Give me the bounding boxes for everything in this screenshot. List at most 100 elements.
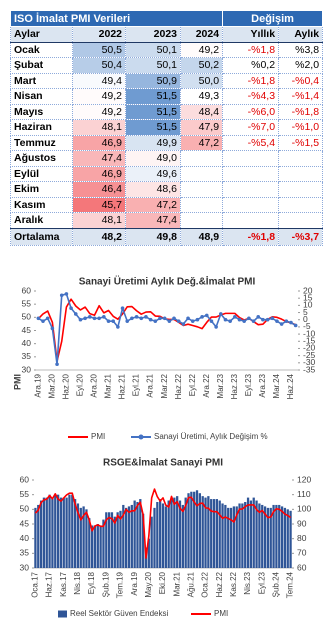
x-tick-label: Haz.22: [174, 373, 183, 399]
bar: [161, 503, 165, 568]
bar: [45, 497, 48, 568]
y-tick-label: 40: [22, 338, 32, 348]
legend-swatch: [58, 610, 67, 618]
marker: [190, 319, 195, 323]
marker: [289, 320, 293, 325]
x-tick-label: Mar.21: [104, 373, 113, 398]
bar: [181, 504, 184, 568]
line: [37, 298, 296, 362]
x-tick-label: Ara.19: [33, 373, 42, 397]
bar: [142, 513, 145, 568]
chart-title: RSGE&İmalat Sanayi PMI: [103, 456, 223, 469]
bar: [51, 497, 54, 568]
bar: [201, 496, 204, 568]
marker: [45, 316, 50, 321]
table-row: Ortalama 48,2 49,8 48,9 -%1,8 -%3,7: [10, 227, 324, 246]
bar: [241, 503, 244, 568]
x-tick-label: Tem.24: [286, 571, 295, 598]
y-tick-label: 50: [22, 312, 32, 322]
marker: [186, 316, 190, 321]
x-tick-label: Eyl.23: [257, 571, 266, 594]
marker: [78, 317, 83, 322]
legend-label: PMI: [214, 609, 228, 618]
marker: [233, 315, 237, 319]
bar: [227, 507, 230, 568]
x-tick-label: Tem.19: [116, 571, 125, 598]
y2-tick-label: 90: [297, 518, 307, 528]
x-tick-label: Şub.19: [101, 571, 110, 597]
bar: [122, 504, 125, 568]
bar: [93, 525, 97, 568]
y-tick-label: 55: [20, 489, 30, 499]
table-cell: 48,6: [125, 181, 181, 198]
bar: [178, 500, 182, 568]
y2-tick-label: 100: [297, 504, 311, 514]
y2-tick-label: -30: [303, 357, 316, 367]
average-cell: 49,8: [125, 227, 181, 246]
table-row: ISO İmalat PMI Verileri Değişim: [9, 10, 324, 27]
marker: [247, 316, 251, 321]
bar: [221, 503, 224, 568]
bar: [275, 504, 278, 568]
bar: [187, 493, 190, 568]
marker: [106, 319, 111, 323]
marker: [125, 319, 130, 323]
table-cell: -%1,8: [222, 41, 280, 58]
x-tick-label: Nis.23: [243, 571, 252, 594]
table-cell: 47,9: [179, 119, 224, 136]
y2-tick-label: 80: [297, 533, 307, 543]
marker: [36, 316, 41, 321]
table-cell: 46,4: [72, 181, 126, 198]
bar: [159, 499, 162, 568]
table-cell: 50,5: [72, 41, 126, 58]
marker: [214, 325, 218, 329]
marker: [219, 312, 223, 316]
marker: [251, 319, 256, 323]
table-row: Mart 49,4 50,9 50,0 -%1,8 -%0,4: [10, 72, 324, 89]
bar: [102, 519, 105, 568]
bar: [136, 502, 139, 568]
marker: [256, 315, 261, 319]
bar: [48, 494, 51, 568]
marker: [195, 317, 200, 322]
x-tick-label: Mar.21: [172, 571, 181, 596]
y-tick-label: 45: [20, 518, 30, 528]
bar: [133, 500, 136, 568]
x-tick-label: Ara.22: [202, 373, 211, 397]
marker: [223, 317, 228, 322]
table-cell: 51,5: [125, 119, 181, 136]
marker: [111, 319, 115, 323]
bar: [269, 507, 272, 568]
y-tick-label: 45: [22, 325, 32, 335]
marker: [92, 316, 97, 321]
marker: [209, 319, 214, 323]
table-row: Nisan 49,2 51,5 49,3 -%4,3 -%1,4: [10, 88, 324, 105]
legend-label: PMI: [91, 432, 105, 441]
y-axis-label: PMI: [12, 374, 22, 390]
bar: [42, 497, 46, 568]
marker: [41, 319, 45, 323]
bar: [173, 497, 176, 568]
y2-tick-label: 0: [303, 314, 308, 324]
table-cell: 46,9: [72, 165, 126, 182]
bar: [232, 506, 236, 568]
marker: [73, 312, 78, 316]
bar: [65, 497, 68, 568]
x-tick-label: Haz.22: [215, 571, 224, 597]
table-cell: 49,9: [125, 134, 181, 151]
bar: [82, 506, 85, 568]
table-cell: 49,0: [125, 150, 181, 167]
y-tick-label: 60: [22, 285, 32, 295]
bar: [176, 496, 179, 568]
bar: [167, 500, 170, 568]
x-tick-label: Eyl.22: [188, 373, 197, 396]
y2-tick-label: -35: [303, 364, 316, 374]
bar: [150, 516, 153, 568]
x-tick-label: Haz.17: [45, 571, 54, 597]
chart-title: Sanayi Üretimi Aylık Değ.&İmalat PMI: [79, 275, 256, 288]
bar: [116, 512, 119, 568]
x-tick-label: Nis.18: [73, 571, 82, 594]
table-cell: 50,1: [125, 57, 181, 74]
bar: [127, 506, 131, 568]
bar: [119, 510, 122, 568]
